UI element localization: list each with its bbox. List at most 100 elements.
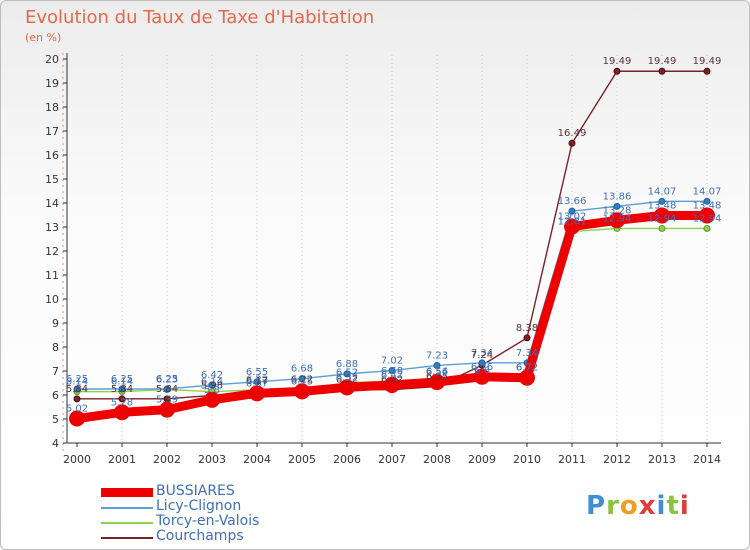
x-tick-label: 2011 — [558, 453, 586, 466]
y-tick-label: 6 — [52, 389, 59, 402]
data-point-courchamps — [118, 395, 126, 403]
data-label-bussiares: 5.8 — [204, 385, 220, 396]
data-label-courchamps: 5.84 — [66, 384, 88, 395]
data-label-torcy-en-valois: 12.94 — [603, 213, 632, 224]
legend-label: Courchamps — [156, 528, 244, 544]
y-tick-label: 10 — [45, 293, 59, 306]
data-point-courchamps — [523, 334, 531, 342]
y-tick-label: 9 — [52, 317, 59, 330]
y-tick-label: 13 — [45, 221, 59, 234]
data-point-licy-clignon — [568, 207, 576, 215]
y-tick-label: 17 — [45, 125, 59, 138]
data-label-torcy-en-valois: 6.58 — [381, 366, 403, 377]
data-label-courchamps: 5.98 — [201, 380, 223, 391]
data-label-courchamps: 8.38 — [516, 323, 538, 334]
y-tick-label: 14 — [45, 197, 59, 210]
data-label-licy-clignon: 6.25 — [66, 374, 88, 385]
x-tick-label: 2003 — [198, 453, 226, 466]
data-label-torcy-en-valois: 12.94 — [648, 213, 677, 224]
x-tick-label: 2010 — [513, 453, 541, 466]
legend-swatch — [101, 488, 153, 497]
data-point-torcy-en-valois — [658, 224, 666, 232]
chart-title: Evolution du Taux de Taxe d'Habitation — [25, 7, 375, 28]
data-point-bussiares — [69, 410, 85, 427]
data-label-torcy-en-valois: 6.22 — [246, 375, 268, 386]
x-tick-label: 2012 — [603, 453, 631, 466]
data-label-torcy-en-valois: 6.14 — [201, 377, 223, 388]
data-label-bussiares: 6.42 — [381, 370, 403, 381]
x-tick-label: 2001 — [108, 453, 136, 466]
data-label-licy-clignon: 7.23 — [426, 350, 448, 361]
data-point-bussiares — [294, 383, 310, 400]
data-label-courchamps: 6.17 — [246, 376, 268, 387]
data-label-bussiares: 13.28 — [603, 205, 632, 216]
data-point-bussiares — [384, 376, 400, 393]
data-point-bussiares — [204, 391, 220, 408]
data-point-courchamps — [568, 139, 576, 147]
legend-swatch — [101, 507, 153, 509]
data-label-courchamps: 6.22 — [291, 375, 313, 386]
data-label-licy-clignon: 6.55 — [246, 367, 268, 378]
data-label-torcy-en-valois: 6.56 — [426, 367, 448, 378]
data-label-courchamps: 19.49 — [693, 56, 722, 67]
data-point-licy-clignon — [73, 385, 81, 393]
data-labels: 6.25 6.25 6.25 6.42 6.55 6.68 6.88 7.02 7.23 7.34… — [66, 56, 721, 414]
data-label-courchamps: 6.22 — [381, 375, 403, 386]
data-point-licy-clignon — [163, 385, 171, 393]
data-label-bussiares: 6.15 — [291, 376, 313, 387]
data-label-bussiares: 5.28 — [111, 397, 133, 408]
data-label-torcy-en-valois: 6.14 — [111, 377, 133, 388]
data-point-courchamps — [613, 67, 621, 75]
data-point-torcy-en-valois — [703, 224, 711, 232]
data-point-bussiares — [654, 207, 670, 224]
x-tick-label: 2014 — [693, 453, 721, 466]
data-label-licy-clignon: 7.02 — [381, 356, 403, 367]
data-label-torcy-en-valois: 12.94 — [693, 213, 722, 224]
x-tick-label: 2005 — [288, 453, 316, 466]
data-point-bussiares — [699, 207, 715, 224]
data-label-courchamps: 19.49 — [648, 56, 677, 67]
data-point-bussiares — [114, 404, 130, 421]
y-tick-label: 19 — [45, 77, 59, 90]
data-label-courchamps: 5.84 — [156, 384, 178, 395]
x-tick-label: 2008 — [423, 453, 451, 466]
data-label-bussiares: 6.32 — [336, 372, 358, 383]
data-point-bussiares — [429, 374, 445, 391]
data-label-bussiares: 13.48 — [648, 200, 677, 211]
data-point-bussiares — [519, 369, 535, 386]
data-point-bussiares — [564, 218, 580, 235]
data-label-torcy-en-valois: 6.72 — [516, 363, 538, 374]
data-point-bussiares — [339, 379, 355, 396]
series — [69, 67, 715, 427]
data-label-bussiares: 13.02 — [558, 212, 587, 223]
data-label-torcy-en-valois: 6.14 — [66, 377, 88, 388]
data-label-courchamps: 5.84 — [111, 384, 133, 395]
data-point-licy-clignon — [298, 375, 306, 383]
data-label-torcy-en-valois: 6.23 — [156, 374, 178, 385]
data-point-licy-clignon — [478, 359, 486, 367]
data-label-bussiares: 6.76 — [471, 362, 493, 373]
y-tick-label: 16 — [45, 149, 59, 162]
grid — [121, 55, 708, 443]
data-label-licy-clignon: 6.25 — [156, 374, 178, 385]
x-tick-label: 2009 — [468, 453, 496, 466]
y-tick-label: 20 — [45, 53, 59, 66]
data-point-licy-clignon — [118, 385, 126, 393]
data-point-bussiares — [609, 212, 625, 229]
x-tick-label: 2004 — [243, 453, 271, 466]
chart-subtitle: (en %) — [25, 31, 62, 44]
data-label-bussiares: 6.72 — [516, 363, 538, 374]
data-label-bussiares: 6.54 — [426, 367, 448, 378]
data-label-licy-clignon: 7.34 — [471, 348, 493, 359]
data-label-bussiares: 5.02 — [66, 404, 88, 415]
data-label-licy-clignon: 6.68 — [291, 364, 313, 375]
data-label-courchamps: 6.22 — [336, 375, 358, 386]
data-label-licy-clignon: 7.34 — [516, 348, 538, 359]
data-point-licy-clignon — [658, 197, 666, 205]
data-point-licy-clignon — [388, 367, 396, 375]
y-tick-label: 15 — [45, 173, 59, 186]
data-point-courchamps — [703, 67, 711, 75]
legend-swatch — [101, 537, 153, 539]
